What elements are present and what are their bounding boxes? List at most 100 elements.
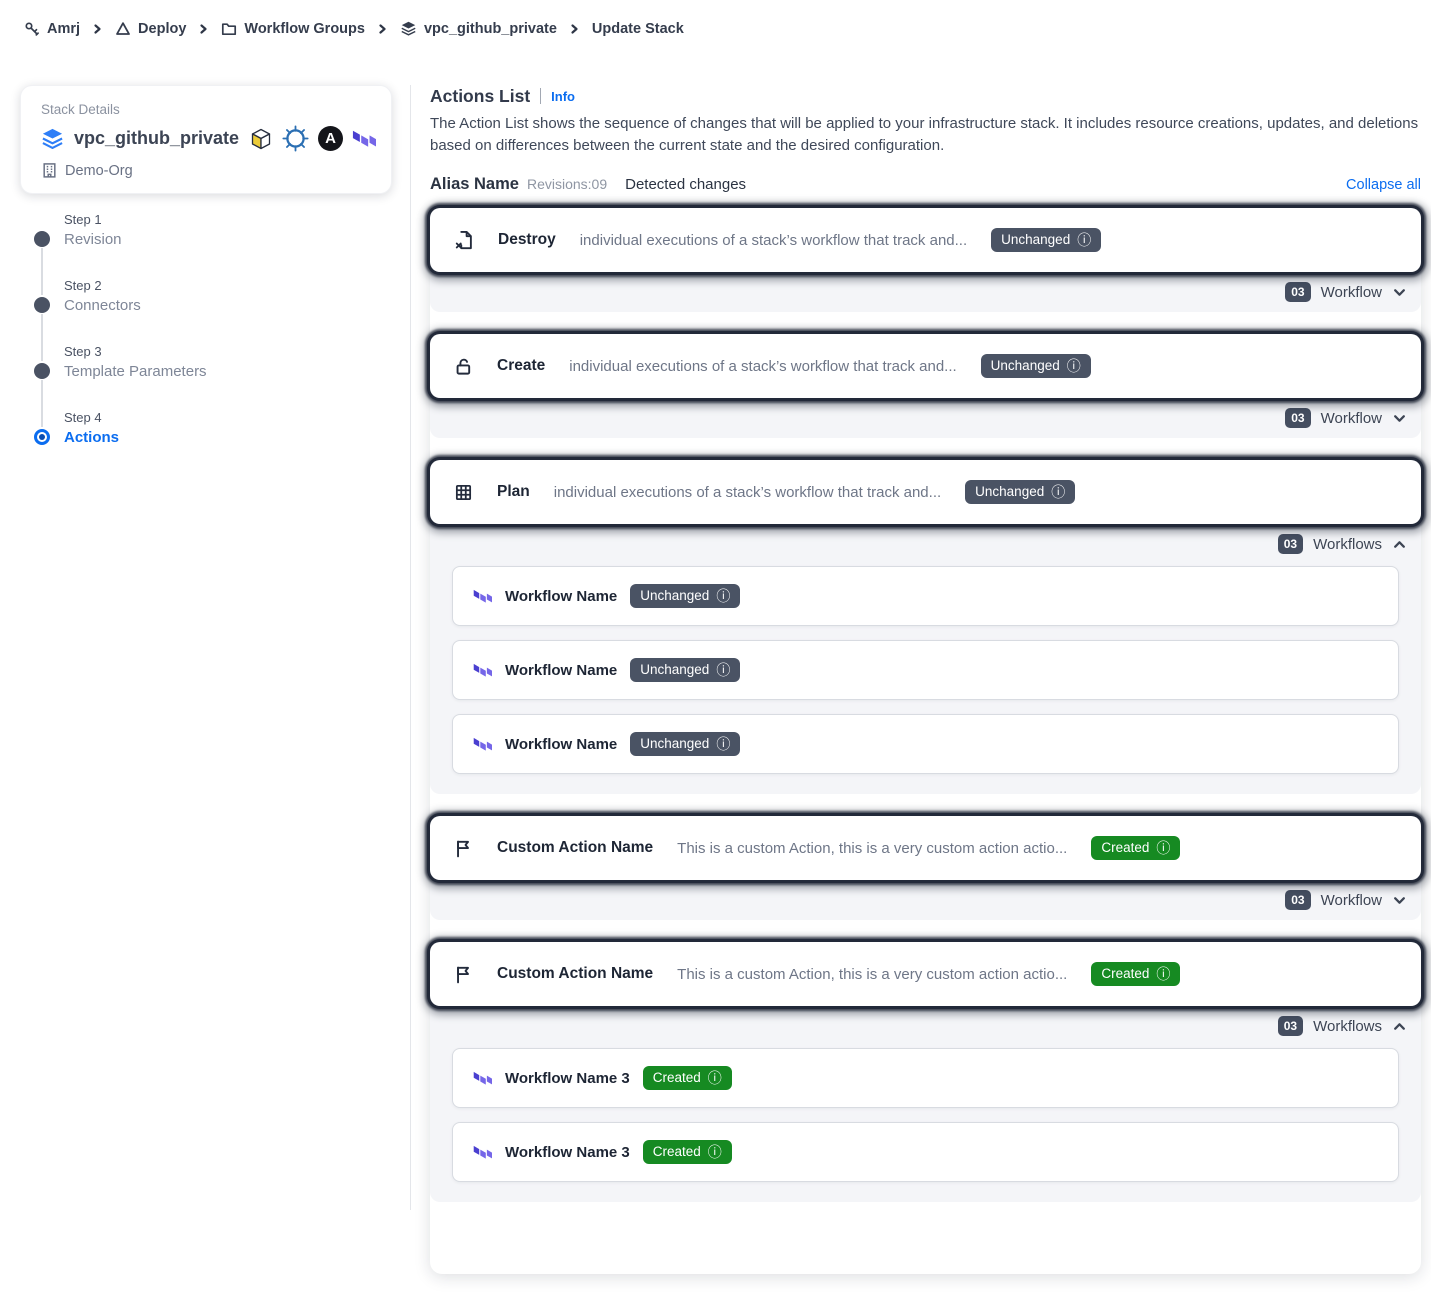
building-icon — [41, 162, 58, 179]
info-icon[interactable]: ⓘ — [716, 735, 731, 752]
step-number: Step 1 — [64, 212, 102, 227]
workflow-card[interactable]: Workflow Name Unchanged ⓘ — [452, 640, 1399, 701]
action-card[interactable]: Plan individual executions of a stack’s … — [430, 460, 1421, 525]
chevron-down-icon[interactable] — [1392, 893, 1407, 908]
breadcrumb-label: vpc_github_private — [423, 20, 557, 37]
info-icon[interactable]: ⓘ — [1156, 965, 1171, 982]
terraform-icon — [473, 662, 492, 679]
expander-section: 03 Workflows Workflow Name 3 Created ⓘ Wo… — [430, 994, 1421, 1203]
layers-icon — [41, 127, 64, 150]
info-icon[interactable]: ⓘ — [1077, 231, 1092, 248]
info-icon[interactable]: ⓘ — [707, 1143, 722, 1160]
info-icon[interactable]: ⓘ — [716, 661, 731, 678]
action-card[interactable]: Destroy individual executions of a stack… — [430, 208, 1421, 273]
status-badge: Created ⓘ — [642, 1140, 732, 1165]
breadcrumb-item-update-stack: Update Stack — [592, 21, 684, 37]
expander-label: Workflows — [1313, 1017, 1382, 1035]
helm-icon — [282, 125, 309, 152]
action-card[interactable]: Custom Action Name This is a custom Acti… — [430, 816, 1421, 881]
status-badge: Unchanged ⓘ — [630, 658, 741, 683]
breadcrumb-label: Amrj — [47, 20, 81, 37]
action-name: Custom Action Name — [497, 965, 654, 983]
step-label: Revision — [64, 231, 122, 248]
status-badge: Unchanged ⓘ — [630, 732, 741, 757]
step-number: Step 2 — [64, 278, 102, 293]
ansible-icon: A — [318, 126, 344, 151]
action-description: This is a custom Action, this is a very … — [677, 839, 1068, 857]
steps-nav: Step 1 Revision Step 2 Connectors Step 3… — [34, 210, 294, 474]
status-badge: Unchanged ⓘ — [630, 584, 741, 609]
step-indicator — [34, 429, 50, 445]
status-badge: Created ⓘ — [1091, 836, 1181, 861]
chevron-up-icon[interactable] — [1392, 1019, 1407, 1034]
action-name: Create — [497, 357, 546, 375]
action-card[interactable]: Custom Action Name This is a custom Acti… — [430, 942, 1421, 1007]
workflow-card[interactable]: Workflow Name 3 Created ⓘ — [452, 1122, 1399, 1183]
actions-list-description: The Action List shows the sequence of ch… — [430, 115, 1419, 155]
stack-icon — [400, 20, 417, 37]
action-description: individual executions of a stack’s workf… — [579, 231, 968, 249]
action-name: Custom Action Name — [497, 839, 654, 857]
chevron-right-icon — [198, 23, 209, 35]
step-template-parameters[interactable]: Step 3 Template Parameters — [34, 342, 294, 427]
chevron-right-icon — [92, 23, 103, 35]
action-description: This is a custom Action, this is a very … — [677, 965, 1068, 983]
workflow-list: Workflow Name 3 Created ⓘ Workflow Name 3… — [430, 1046, 1421, 1202]
breadcrumb-item-workflow-groups[interactable]: Workflow Groups — [221, 21, 365, 37]
deploy-icon — [115, 21, 131, 37]
breadcrumb-item-amrj[interactable]: Amrj — [24, 21, 80, 37]
step-revision[interactable]: Step 1 Revision — [34, 210, 294, 295]
info-icon[interactable]: ⓘ — [707, 1069, 722, 1086]
expander-row[interactable]: 03 Workflows — [430, 524, 1421, 564]
expander-row[interactable]: 03 Workflow — [430, 398, 1421, 438]
terraform-icon — [473, 588, 492, 605]
collapse-all-link[interactable]: Collapse all — [1346, 177, 1421, 194]
info-icon[interactable]: ⓘ — [1051, 483, 1066, 500]
status-badge: Unchanged ⓘ — [991, 228, 1102, 253]
grid-icon — [454, 483, 473, 502]
actions-panel: Destroy individual executions of a stack… — [430, 208, 1421, 1275]
step-label: Actions — [64, 429, 120, 446]
info-icon[interactable]: ⓘ — [1156, 839, 1171, 856]
workflow-card[interactable]: Workflow Name 3 Created ⓘ — [452, 1048, 1399, 1109]
count-badge: 03 — [1285, 890, 1311, 911]
detected-changes-label: Detected changes — [625, 176, 747, 194]
terraform-icon — [352, 128, 377, 150]
count-badge: 03 — [1285, 408, 1311, 429]
step-label: Template Parameters — [64, 363, 207, 380]
workflow-name: Workflow Name 3 — [505, 1143, 630, 1161]
info-icon[interactable]: ⓘ — [716, 587, 731, 604]
breadcrumb: Amrj Deploy Workflow Groups vpc_github_p… — [24, 20, 684, 37]
org-name: Demo-Org — [65, 162, 133, 179]
step-number: Step 4 — [64, 410, 102, 425]
step-actions[interactable]: Step 4 Actions — [34, 408, 294, 448]
expander-row[interactable]: 03 Workflows — [430, 1006, 1421, 1046]
workflow-card[interactable]: Workflow Name Unchanged ⓘ — [452, 714, 1399, 775]
expander-label: Workflow — [1320, 409, 1382, 427]
tech-icons: A — [249, 125, 377, 152]
breadcrumb-item-stack[interactable]: vpc_github_private — [400, 20, 557, 37]
info-icon[interactable]: ⓘ — [1066, 357, 1081, 374]
stack-details-title: Stack Details — [41, 102, 120, 117]
action-card[interactable]: Create individual executions of a stack’… — [430, 334, 1421, 399]
divider — [540, 88, 542, 104]
chevron-up-icon[interactable] — [1392, 537, 1407, 552]
expander-row[interactable]: 03 Workflow — [430, 272, 1421, 312]
expander-row[interactable]: 03 Workflow — [430, 880, 1421, 920]
breadcrumb-label: Update Stack — [591, 20, 684, 37]
terraform-icon — [473, 736, 492, 753]
chevron-down-icon[interactable] — [1392, 285, 1407, 300]
breadcrumb-label: Workflow Groups — [244, 20, 365, 37]
terraform-icon — [473, 1070, 492, 1087]
breadcrumb-item-deploy[interactable]: Deploy — [115, 21, 186, 37]
step-connectors[interactable]: Step 2 Connectors — [34, 276, 294, 361]
info-link[interactable]: Info — [551, 88, 575, 104]
step-label: Connectors — [64, 297, 141, 314]
chevron-down-icon[interactable] — [1392, 411, 1407, 426]
alias-name: Alias Name — [430, 175, 519, 194]
status-badge: Unchanged ⓘ — [965, 480, 1076, 505]
workflow-card[interactable]: Workflow Name Unchanged ⓘ — [452, 566, 1399, 627]
action-name: Destroy — [498, 231, 556, 249]
main-content: Actions List Info The Action List shows … — [430, 85, 1421, 1275]
action-group: Custom Action Name This is a custom Acti… — [430, 942, 1421, 1203]
